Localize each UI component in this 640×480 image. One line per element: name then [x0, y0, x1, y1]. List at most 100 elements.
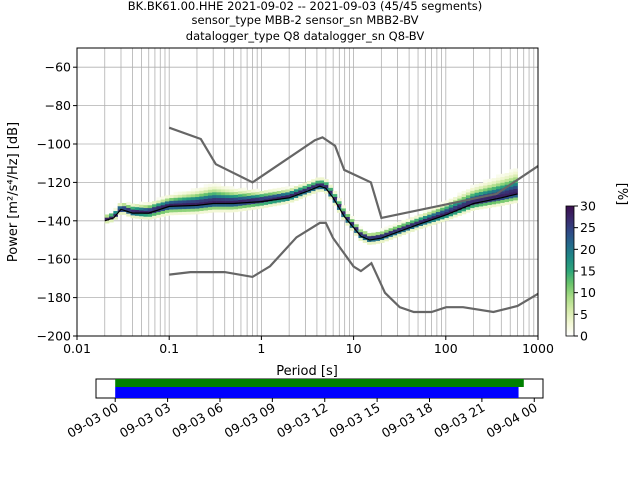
histogram-cell: [281, 195, 286, 199]
histogram-cell: [216, 192, 222, 196]
histogram-cell: [160, 210, 166, 214]
histogram-cell: [315, 186, 321, 190]
histogram-cell: [242, 207, 247, 211]
histogram-cell: [130, 209, 136, 213]
histogram-cell: [238, 196, 243, 201]
histogram-cell: [500, 193, 505, 198]
histogram-cell: [392, 226, 398, 230]
histogram-cell: [487, 190, 493, 194]
histogram-cell: [332, 196, 338, 200]
histogram-cell: [461, 208, 467, 212]
histogram-cell: [504, 198, 510, 203]
histogram-cell: [233, 206, 239, 210]
histogram-cell: [491, 189, 497, 193]
histogram-cell: [229, 194, 235, 199]
histogram-cell: [182, 191, 187, 195]
histogram-cell: [238, 208, 243, 212]
title-line-3: datalogger_type Q8 datalogger_sn Q8-BV: [186, 29, 425, 43]
histogram-cell: [345, 213, 351, 218]
colorbar-tick-label: 10: [580, 285, 596, 300]
histogram-cell: [453, 214, 458, 218]
histogram-cell: [113, 216, 118, 220]
histogram-cell: [457, 192, 462, 196]
histogram-cell: [384, 229, 389, 233]
histogram-cell: [496, 174, 501, 178]
histogram-cell: [139, 207, 144, 211]
histogram-cell: [298, 190, 303, 194]
histogram-cell: [152, 201, 157, 205]
histogram-cell: [379, 239, 385, 243]
histogram-cell: [311, 179, 316, 183]
colorbar-tick-label: 0: [580, 329, 588, 344]
histogram-cell: [358, 229, 364, 233]
histogram-cell: [487, 187, 493, 191]
histogram-cell: [397, 227, 402, 231]
histogram-cell: [474, 186, 480, 190]
histogram-cell: [126, 201, 131, 206]
histogram-cell: [384, 235, 389, 239]
histogram-cell: [225, 186, 230, 190]
histogram-cell: [435, 220, 441, 224]
histogram-cell: [242, 193, 247, 197]
histogram-cell: [220, 192, 226, 196]
x-tick-label: 0.1: [159, 341, 179, 356]
histogram-cell: [229, 186, 235, 190]
histogram-cell: [216, 200, 222, 204]
histogram-cell: [276, 193, 282, 197]
histogram-cell: [212, 186, 217, 190]
histogram-cell: [388, 230, 394, 234]
histogram-cell: [500, 176, 505, 180]
histogram-cell: [470, 187, 475, 191]
plot-frame: [76, 47, 539, 337]
histogram-cell: [478, 203, 484, 207]
histogram-cell: [121, 205, 127, 210]
histogram-cell: [263, 204, 269, 208]
histogram-cell: [422, 215, 428, 219]
histogram-cell: [238, 202, 243, 206]
histogram-cell: [435, 214, 441, 218]
histogram-cell: [212, 192, 217, 196]
histogram-cell: [422, 218, 428, 222]
histogram-cell: [173, 206, 179, 210]
histogram-cell: [414, 221, 419, 225]
histogram-cell: [160, 196, 166, 200]
histogram-cell: [152, 203, 157, 208]
histogram-cell: [491, 183, 497, 188]
histogram-cell: [465, 206, 471, 210]
histogram-cell: [405, 224, 411, 228]
histogram-cell: [276, 202, 282, 206]
histogram-cell: [268, 192, 273, 196]
histogram-cell: [207, 198, 213, 202]
histogram-cell: [392, 235, 398, 239]
histogram-cell: [203, 192, 209, 197]
title-line-1: BK.BK61.00.HHE 2021-09-02 -- 2021-09-03 …: [128, 0, 482, 13]
histogram-cell: [465, 192, 471, 196]
histogram-cell: [207, 189, 213, 193]
histogram-cell: [242, 190, 247, 194]
histogram-cell: [427, 223, 432, 227]
histogram-cell: [508, 186, 514, 190]
histogram-cell: [474, 203, 480, 208]
histogram-cell: [431, 215, 437, 220]
histogram-cell: [405, 221, 411, 225]
histogram-cell: [190, 202, 196, 206]
histogram-cell: [207, 206, 213, 210]
histogram-cell: [367, 235, 372, 240]
histogram-cell: [513, 168, 518, 172]
histogram-cell: [491, 195, 497, 199]
histogram-cell: [328, 187, 333, 191]
histogram-cell: [324, 184, 329, 188]
histogram-cell: [164, 203, 170, 208]
histogram-cell: [457, 204, 462, 208]
histogram-cell: [160, 213, 166, 217]
histogram-cell: [496, 197, 501, 201]
histogram-cell: [371, 232, 376, 236]
histogram-cell: [508, 177, 514, 182]
histogram-cell: [276, 187, 282, 192]
x-tick-label: 0.01: [63, 341, 91, 356]
histogram-cell: [246, 195, 252, 199]
histogram-cell: [242, 199, 247, 203]
histogram-cell: [427, 217, 432, 221]
